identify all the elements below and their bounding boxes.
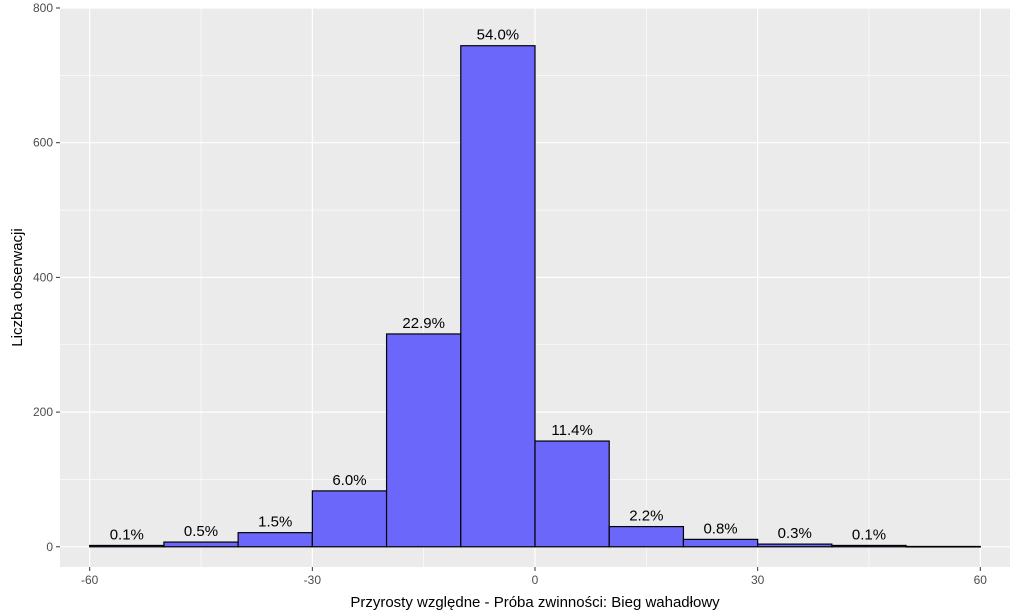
x-axis-title: Przyrosty względne - Próba zwinności: Bi…: [350, 594, 720, 611]
y-tick-label: 600: [33, 136, 53, 150]
bar-percent-label: 6.0%: [332, 472, 366, 489]
y-tick-label: 400: [33, 270, 53, 284]
y-axis-ticks: 0 200 400 600 800: [33, 1, 60, 554]
bar-percent-label: 0.3%: [778, 525, 812, 542]
histogram-bar: [905, 545, 981, 548]
bar-percent-label: 22.9%: [402, 315, 445, 332]
histogram-bar: [682, 538, 759, 548]
bar-percent-label: 1.5%: [258, 514, 292, 531]
histogram-bar: [608, 525, 685, 548]
x-axis-ticks: -60 -30 0 30 60: [81, 567, 987, 587]
data-labels-group: 0.1% 0.5% 1.5% 6.0% 22.9% 54.0% 11.4% 2.2% 0.8% 0…: [110, 27, 886, 544]
histogram-bar: [237, 532, 313, 548]
bar-percent-label: 2.2%: [629, 508, 663, 525]
bar-percent-label: 0.1%: [852, 526, 886, 543]
bar-percent-label: 0.1%: [110, 526, 144, 543]
y-axis-title: Liczba obserwacji: [9, 228, 26, 346]
histogram-bar: [460, 45, 536, 548]
histogram-bar: [89, 544, 165, 548]
bar-percent-label: 54.0%: [477, 27, 520, 44]
bar-percent-label: 0.8%: [703, 520, 737, 537]
histogram-bar: [163, 541, 239, 548]
x-tick-label: -30: [304, 573, 322, 587]
histogram-bar: [385, 333, 462, 548]
histogram-bar: [311, 490, 388, 548]
bar-percent-label: 11.4%: [551, 422, 592, 439]
bar-percent-label: 0.5%: [184, 523, 218, 540]
y-tick-label: 200: [33, 405, 53, 419]
x-tick-label: 30: [751, 573, 765, 587]
histogram-bar: [757, 543, 833, 548]
y-tick-label: 0: [46, 540, 53, 554]
histogram-bar: [831, 544, 907, 548]
x-tick-label: -60: [81, 573, 99, 587]
bars-group: [89, 45, 981, 548]
x-tick-label: 60: [974, 573, 988, 587]
histogram-bar: [534, 440, 610, 548]
y-tick-label: 800: [33, 1, 53, 15]
x-tick-label: 0: [532, 573, 539, 587]
